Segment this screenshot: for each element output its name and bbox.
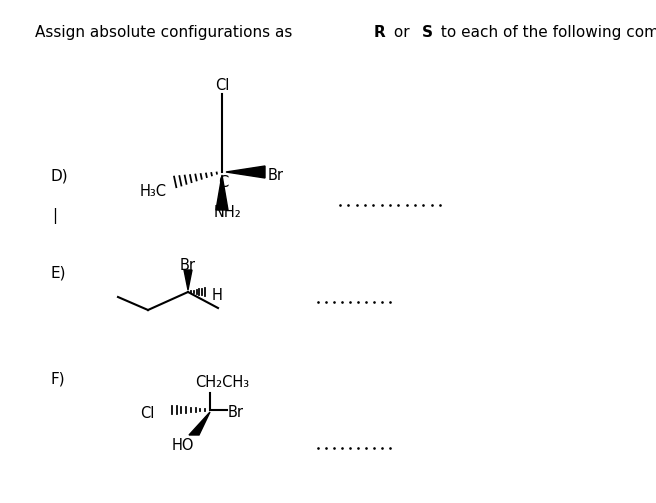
Text: Br: Br — [268, 168, 284, 183]
Text: H₃C: H₃C — [140, 184, 167, 199]
Text: R: R — [373, 25, 385, 40]
Text: Cl: Cl — [140, 406, 154, 421]
Text: HO: HO — [172, 438, 194, 453]
Text: to each of the following compounds.: to each of the following compounds. — [436, 25, 656, 40]
Text: Br: Br — [228, 405, 244, 420]
Text: CH₂CH₃: CH₂CH₃ — [195, 375, 249, 390]
Polygon shape — [184, 270, 192, 290]
Text: F): F) — [50, 372, 65, 387]
Text: NH₂: NH₂ — [214, 205, 242, 220]
Text: C: C — [218, 175, 228, 190]
Text: E): E) — [50, 265, 66, 280]
Polygon shape — [226, 166, 265, 178]
Text: H: H — [212, 288, 223, 303]
Text: Br: Br — [180, 258, 196, 273]
Polygon shape — [216, 175, 228, 210]
Text: D): D) — [50, 168, 68, 183]
Text: or: or — [388, 25, 414, 40]
Text: Assign absolute configurations as: Assign absolute configurations as — [35, 25, 297, 40]
Text: |: | — [52, 208, 57, 224]
Text: Cl: Cl — [215, 78, 230, 93]
Text: S: S — [421, 25, 432, 40]
Polygon shape — [189, 412, 210, 435]
